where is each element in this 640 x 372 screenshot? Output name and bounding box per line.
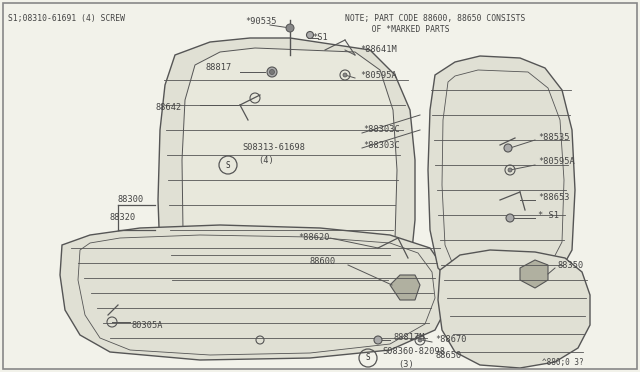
- Text: 88642: 88642: [155, 103, 181, 112]
- Text: *88653: *88653: [538, 193, 570, 202]
- Text: *88535: *88535: [538, 132, 570, 141]
- Text: *90535: *90535: [245, 17, 276, 26]
- Text: ^880;0 3?: ^880;0 3?: [542, 357, 584, 366]
- Text: * S1: * S1: [538, 211, 559, 219]
- Polygon shape: [390, 275, 420, 300]
- Polygon shape: [158, 38, 415, 310]
- Text: NOTE; PART CODE 88600, 88650 CONSISTS: NOTE; PART CODE 88600, 88650 CONSISTS: [345, 13, 525, 22]
- Polygon shape: [428, 56, 575, 292]
- Text: *S1: *S1: [312, 33, 328, 42]
- Text: S08313-61698: S08313-61698: [242, 144, 305, 153]
- Text: S: S: [365, 353, 371, 362]
- Circle shape: [418, 338, 422, 342]
- Text: (4): (4): [258, 155, 274, 164]
- Polygon shape: [520, 260, 548, 288]
- Text: S: S: [226, 160, 230, 170]
- Polygon shape: [438, 250, 590, 368]
- Circle shape: [307, 32, 314, 38]
- Text: *88641M: *88641M: [360, 45, 397, 55]
- Polygon shape: [60, 225, 448, 360]
- Text: *88670: *88670: [435, 336, 467, 344]
- Text: 88350: 88350: [558, 260, 584, 269]
- Text: S08360-82098: S08360-82098: [382, 347, 445, 356]
- Text: 88817M: 88817M: [393, 334, 424, 343]
- Text: (3): (3): [398, 359, 413, 369]
- Text: 88817: 88817: [205, 64, 231, 73]
- Text: *88303C: *88303C: [363, 141, 400, 150]
- Circle shape: [374, 336, 382, 344]
- Circle shape: [343, 73, 347, 77]
- Circle shape: [508, 168, 512, 172]
- Text: S1;08310-61691 (4) SCREW: S1;08310-61691 (4) SCREW: [8, 13, 125, 22]
- Text: 88600: 88600: [310, 257, 336, 266]
- Circle shape: [267, 67, 277, 77]
- Circle shape: [506, 214, 514, 222]
- Text: 88320: 88320: [110, 214, 136, 222]
- Text: *88303C: *88303C: [363, 125, 400, 135]
- Text: 88650: 88650: [435, 352, 461, 360]
- Text: OF *MARKED PARTS: OF *MARKED PARTS: [357, 26, 450, 35]
- Circle shape: [269, 70, 275, 74]
- Circle shape: [504, 144, 512, 152]
- Polygon shape: [182, 48, 397, 300]
- Text: 80305A: 80305A: [132, 321, 163, 330]
- Text: *80595A: *80595A: [360, 71, 397, 80]
- Text: *80595A: *80595A: [538, 157, 575, 167]
- Circle shape: [286, 24, 294, 32]
- Text: *88620: *88620: [298, 234, 330, 243]
- Text: 88300: 88300: [118, 196, 144, 205]
